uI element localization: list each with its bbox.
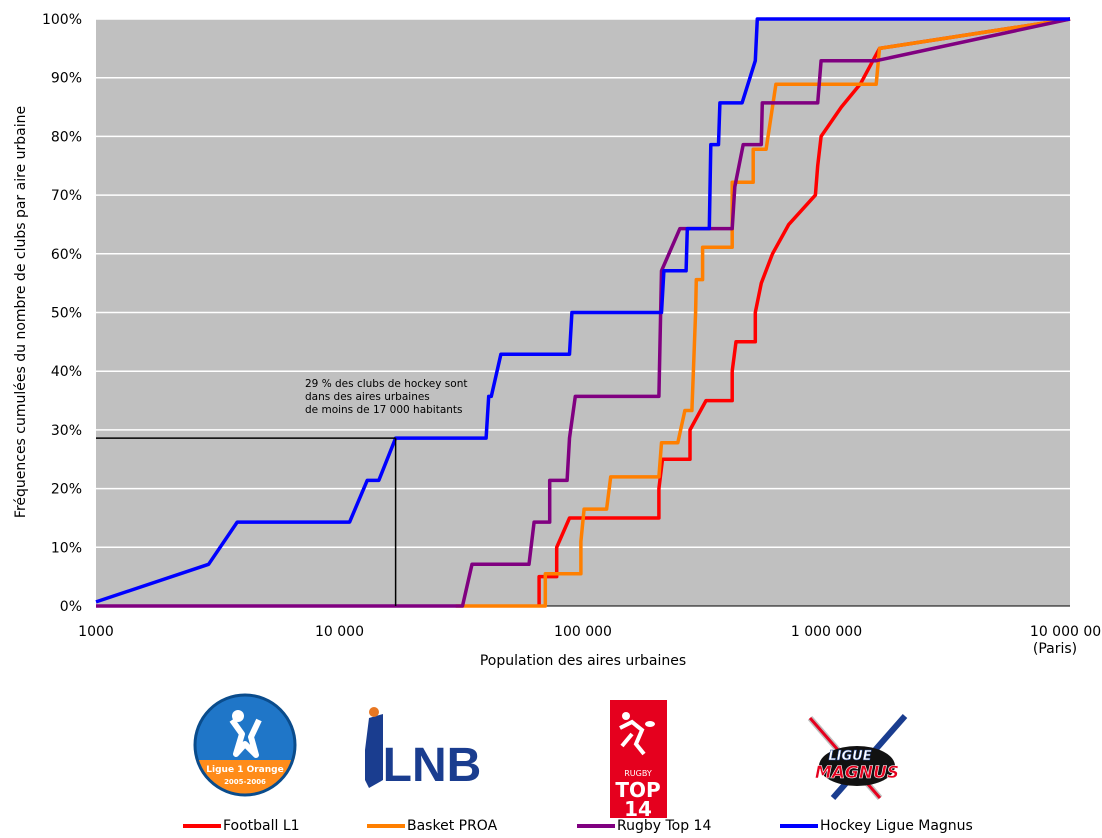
x-tick-label: 100 000	[554, 624, 612, 640]
y-tick-label: 50%	[51, 306, 82, 322]
x-axis-title: Population des aires urbaines	[480, 653, 686, 669]
legend-swatch-rugby	[577, 824, 615, 828]
legend-item-football: Football L1	[183, 818, 300, 834]
legend-label-football: Football L1	[223, 818, 300, 834]
y-tick-label: 100%	[42, 12, 82, 28]
series-line-hockey-ligue-magnus	[95, 17, 1070, 604]
x-axis-ticks: 1000 10 000 100 000 1 000 000 10 000 000	[78, 624, 1102, 640]
y-tick-label: 40%	[51, 364, 82, 380]
x-tick-label: 10 000	[315, 624, 364, 640]
y-axis-title: Fréquences cumulées du nombre de clubs p…	[13, 106, 29, 518]
annotation-text-line: de moins de 17 000 habitants	[305, 404, 463, 416]
legend-label-basket: Basket PROA	[407, 818, 498, 834]
y-tick-label: 10%	[51, 540, 82, 556]
legend-item-rugby: Rugby Top 14	[577, 818, 711, 834]
legend-swatch-football	[183, 824, 221, 828]
y-tick-label: 70%	[51, 188, 82, 204]
y-tick-label: 90%	[51, 71, 82, 87]
y-axis-ticks: 0% 10% 20% 30% 40% 50% 60% 70% 80% 90% 100%	[42, 12, 82, 615]
y-tick-label: 30%	[51, 423, 82, 439]
annotation-text-line: dans des aires urbaines	[305, 391, 430, 403]
svg-text:MAGNUS: MAGNUS	[815, 763, 899, 783]
rugby-top14-logo: RUGBY TOP 14	[610, 700, 667, 818]
x-tick-label: 1 000 000	[791, 624, 862, 640]
svg-text:TOP: TOP	[615, 778, 660, 802]
series-line-basket-proa	[455, 17, 1071, 608]
svg-text:2005-2006: 2005-2006	[224, 778, 266, 786]
y-tick-label: 80%	[51, 129, 82, 145]
ligue1-orange-logo: Ligue 1 Orange 2005-2006	[193, 693, 297, 797]
lnb-logo: LNB	[365, 707, 481, 792]
svg-text:Ligue 1 Orange: Ligue 1 Orange	[206, 765, 283, 775]
y-tick-label: 60%	[51, 247, 82, 263]
svg-text:LIGUE: LIGUE	[828, 749, 871, 764]
svg-text:14: 14	[624, 797, 652, 818]
x-tick-label: 10 000 000	[1030, 624, 1102, 640]
legend: Football L1 Basket PROA Rugby Top 14 Hoc…	[0, 818, 1102, 838]
annotation-text-line: 29 % des clubs de hockey sont	[305, 378, 467, 390]
ligue-magnus-logo: LIGUE MAGNUS	[807, 714, 908, 800]
svg-text:RUGBY: RUGBY	[624, 769, 652, 778]
y-tick-label: 0%	[60, 599, 82, 615]
x-axis-sublabel-paris: (Paris)	[1033, 641, 1077, 657]
legend-item-hockey: Hockey Ligue Magnus	[780, 818, 973, 834]
legend-label-rugby: Rugby Top 14	[617, 818, 712, 834]
legend-swatch-basket	[367, 824, 405, 828]
y-tick-label: 20%	[51, 482, 82, 498]
svg-text:LNB: LNB	[383, 739, 482, 792]
series-lines	[95, 17, 1071, 608]
series-line-rugby-top-14	[96, 17, 1071, 608]
legend-swatch-hockey	[780, 824, 818, 828]
x-tick-label: 1000	[78, 624, 114, 640]
legend-item-basket: Basket PROA	[367, 818, 497, 834]
legend-label-hockey: Hockey Ligue Magnus	[820, 818, 973, 834]
